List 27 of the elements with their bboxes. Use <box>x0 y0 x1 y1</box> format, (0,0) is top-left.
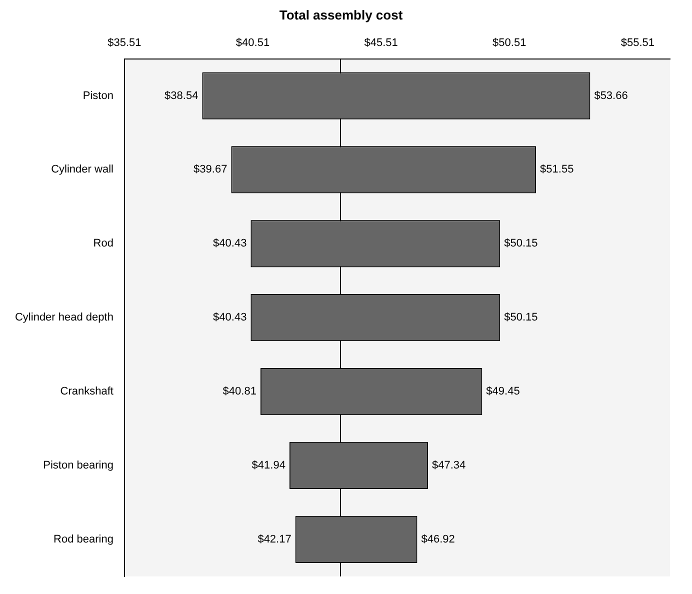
annotation: $53.66 <box>594 90 628 102</box>
annotation: $46.92 <box>421 533 455 546</box>
x-tick-label: $50.51 <box>492 37 526 50</box>
x-tick-label: $40.51 <box>236 37 270 50</box>
annotation: $40.43 <box>213 312 247 324</box>
annotation: $41.94 <box>252 460 286 472</box>
y-tick-label: Rod <box>93 238 114 250</box>
x-tick-label: $55.51 <box>620 37 654 50</box>
y-tick-label: Rod bearing <box>54 533 114 546</box>
annotation: $39.67 <box>194 164 228 176</box>
y-tick-label: Crankshaft <box>60 386 114 398</box>
chart-title: Total assembly cost <box>279 7 404 22</box>
y-tick-label: Cylinder head depth <box>14 312 114 324</box>
annotation: $50.15 <box>504 238 538 250</box>
annotation: $40.81 <box>222 386 256 398</box>
annotation: $51.55 <box>540 164 574 176</box>
x-tick-label: $35.51 <box>108 37 142 50</box>
annotation: $47.34 <box>432 460 466 472</box>
annotation: $49.45 <box>486 386 520 398</box>
y-tick-label: Piston bearing <box>43 460 114 472</box>
annotation: $50.15 <box>504 312 538 324</box>
annotation: $42.17 <box>258 533 292 546</box>
y-tick-label: Cylinder wall <box>51 164 114 176</box>
annotation: $40.43 <box>213 238 247 250</box>
annotation: $38.54 <box>164 90 198 102</box>
y-tick-label: Piston <box>82 90 114 102</box>
x-tick-label: $45.51 <box>364 37 398 50</box>
